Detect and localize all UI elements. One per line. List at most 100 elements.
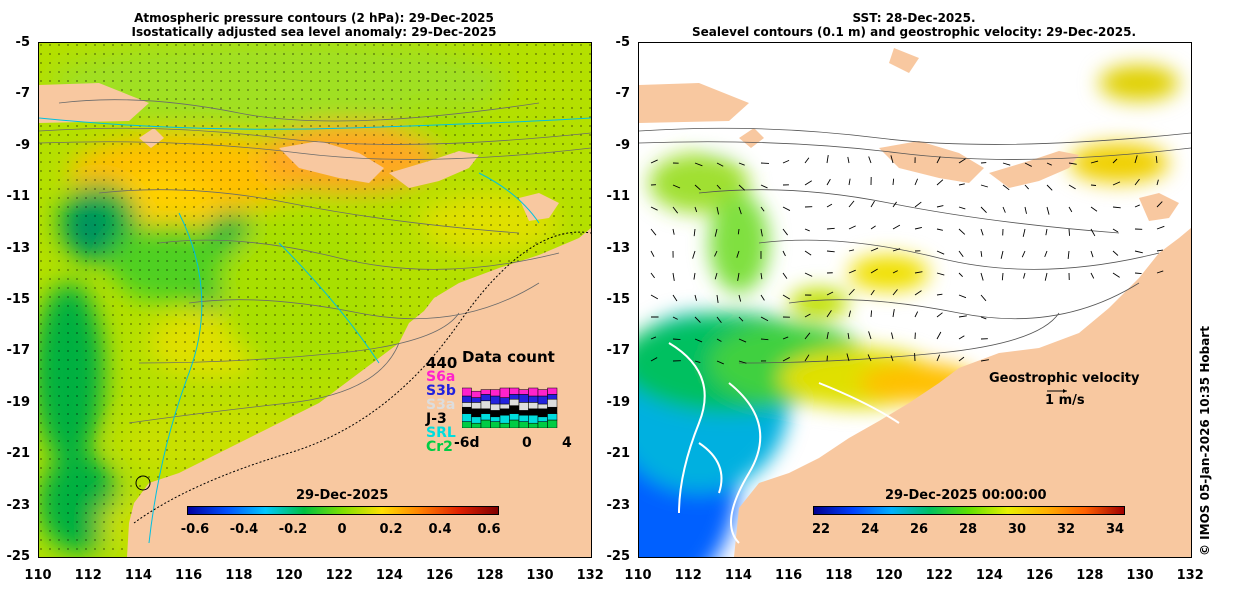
colorbar-tick-label: 0.4: [428, 522, 452, 537]
velocity-arrow: [694, 206, 698, 213]
y-tick-right: -21: [606, 446, 631, 462]
right-title-line1: SST: 28-Dec-2025.: [852, 11, 976, 25]
velocity-arrow: [936, 179, 944, 186]
colorbar-tick-label: 28: [958, 522, 978, 537]
data-count-bar-segment: [462, 413, 472, 422]
colorbar-tick-label: 22: [811, 522, 831, 537]
y-tick-right: -17: [606, 343, 631, 359]
velocity-arrow: [1068, 184, 1076, 190]
velocity-arrow: [804, 354, 810, 362]
data-count-bar-segment: [462, 421, 472, 428]
velocity-arrow: [826, 203, 833, 208]
velocity-arrow: [958, 294, 967, 299]
velocity-arrow: [890, 355, 894, 362]
velocity-arrow: [936, 228, 943, 231]
data-count-bar-segment: [537, 416, 548, 422]
data-count-bar-segment: [547, 394, 558, 400]
velocity-arrow: [958, 335, 965, 340]
data-count-bar-segment: [518, 421, 529, 428]
y-tick-right: -23: [606, 497, 631, 513]
velocity-arrow: [650, 228, 657, 236]
velocity-arrow: [1156, 249, 1163, 252]
velocity-arrow: [1134, 155, 1138, 164]
y-tick-right: -7: [615, 86, 630, 102]
velocity-arrow: [980, 250, 983, 257]
velocity-arrow: [826, 250, 835, 253]
x-tick-left: 112: [74, 568, 102, 583]
y-tick-left: -15: [6, 292, 31, 307]
data-count-bar-segment: [537, 421, 548, 428]
velocity-arrow: [868, 331, 872, 340]
satellite-legend-j-3: J-3: [426, 411, 447, 427]
velocity-arrow: [737, 272, 740, 281]
velocity-arrow: [782, 206, 791, 211]
velocity-arrow: [914, 201, 922, 208]
y-tick-left: -11: [6, 189, 31, 205]
velocity-arrow: [892, 224, 901, 230]
velocity-arrow: [738, 294, 742, 302]
velocity-arrow: [936, 354, 941, 362]
y-tick-left: -17: [6, 343, 31, 359]
x-tick-left: 120: [275, 568, 303, 583]
velocity-arrow: [936, 156, 941, 164]
data-count-bar-segment: [471, 390, 482, 398]
velocity-arrow: [760, 294, 765, 301]
sst-field: [639, 65, 1179, 557]
velocity-arrow: [650, 357, 658, 362]
y-tick-left: -13: [6, 240, 31, 256]
right-title: SST: 28-Dec-2025. Sealevel contours (0.1…: [638, 11, 1190, 39]
velocity-arrow: [716, 184, 721, 190]
velocity-arrow: [804, 313, 811, 318]
sea-level-anomaly-map[interactable]: 440 Data count S6a S3b S3a J-3 SRL Cr2 -6d 0 …: [38, 42, 592, 558]
velocity-arrow: [1002, 206, 1006, 213]
data-count-bar-segment: [518, 410, 529, 416]
velocity-scale-arrow: [1047, 389, 1067, 393]
velocity-arrow: [1134, 272, 1142, 274]
y-tick-right: -19: [606, 394, 631, 410]
velocity-arrow: [672, 272, 675, 281]
data-count-x-left: -6d: [454, 435, 480, 451]
data-count-bar-segment: [499, 403, 510, 410]
velocity-arrow: [1156, 201, 1163, 208]
data-count-bar-segment: [490, 395, 501, 405]
data-count-bar-segment: [547, 387, 558, 395]
velocity-arrow: [694, 338, 703, 343]
velocity-arrow: [914, 311, 919, 318]
data-count-bar-segment: [509, 405, 520, 414]
velocity-arrow: [672, 338, 681, 340]
velocity-arrow: [716, 360, 724, 365]
velocity-arrow: [738, 360, 747, 364]
velocity-arrow: [714, 272, 718, 280]
velocity-arrow: [914, 178, 918, 186]
velocity-arrow: [892, 201, 897, 208]
velocity-arrow: [848, 225, 856, 230]
velocity-arrow: [936, 331, 942, 340]
velocity-arrow: [1090, 250, 1094, 258]
velocity-arrow: [650, 250, 655, 257]
x-tick-left: 126: [426, 568, 454, 583]
x-tick-left: 122: [325, 568, 353, 583]
velocity-arrow: [914, 290, 922, 296]
velocity-arrow: [1046, 206, 1050, 215]
velocity-arrow: [716, 206, 719, 215]
data-count-bar-segment: [480, 394, 491, 402]
x-tick-left: 124: [375, 568, 403, 583]
velocity-arrow: [804, 272, 813, 277]
velocity-arrow: [1112, 228, 1119, 233]
velocity-arrow: [804, 332, 811, 340]
x-tick-right: 116: [775, 568, 803, 583]
colorbar-tick-label: 34: [1105, 522, 1125, 537]
data-count-bar-segment: [509, 398, 520, 406]
data-count-bar-segment: [509, 413, 520, 421]
velocity-arrow: [693, 272, 696, 280]
colorbar-tick-label: 0.6: [477, 522, 501, 537]
velocity-arrow: [693, 228, 696, 237]
sst-map[interactable]: Geostrophic velocity 1 m/s: [638, 42, 1192, 558]
velocity-arrow: [782, 336, 789, 340]
velocity-arrow: [650, 272, 655, 279]
velocity-arrow: [760, 184, 768, 189]
colorbar-tick-label: 24: [860, 522, 880, 537]
velocity-arrow: [650, 159, 658, 164]
velocity-arrow: [958, 250, 964, 258]
x-tick-right: 126: [1026, 568, 1054, 583]
